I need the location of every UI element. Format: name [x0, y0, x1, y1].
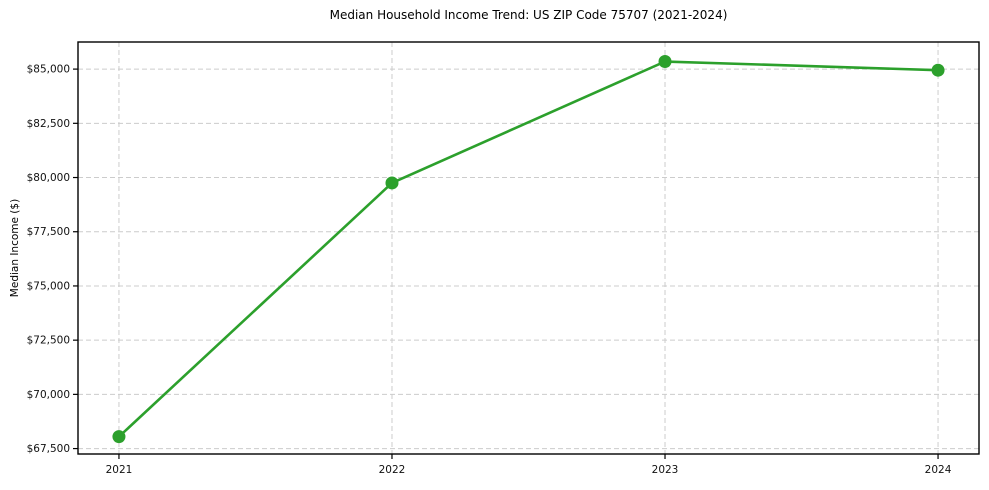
data-point-marker	[385, 176, 399, 190]
trend-line	[117, 60, 940, 438]
x-tick-label: 2023	[652, 464, 679, 476]
data-point-marker	[658, 55, 672, 69]
y-tick-label: $67,500	[27, 443, 70, 455]
y-tick-label: $70,000	[27, 389, 70, 401]
x-tick-label: 2021	[106, 464, 133, 476]
y-tick-label: $85,000	[27, 64, 70, 76]
chart-title: Median Household Income Trend: US ZIP Co…	[329, 8, 728, 22]
data-point-marker	[112, 430, 126, 444]
y-tick-label: $72,500	[27, 335, 70, 347]
y-tick-label: $82,500	[27, 118, 70, 130]
y-tick-label: $80,000	[27, 172, 70, 184]
y-tick-label: $75,000	[27, 280, 70, 292]
x-tick-label: 2024	[925, 464, 952, 476]
data-point-marker	[931, 63, 945, 77]
x-tick-label: 2022	[379, 464, 406, 476]
plot-frame	[77, 41, 980, 455]
y-tick-label: $77,500	[27, 226, 70, 238]
